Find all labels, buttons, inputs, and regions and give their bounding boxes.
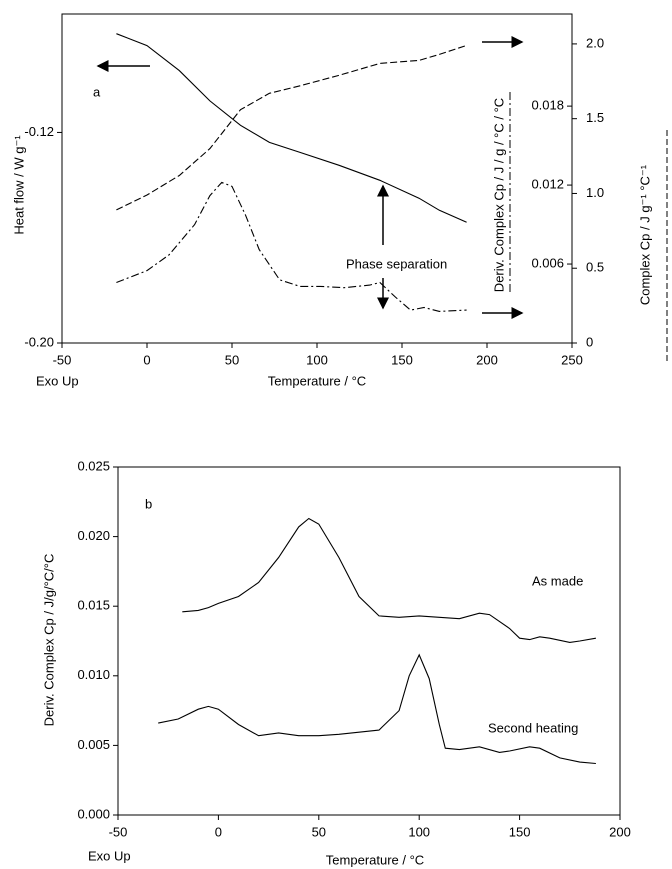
y2-axis-label: Complex Cp / J g⁻¹ °C⁻¹ xyxy=(637,164,652,305)
series-line xyxy=(182,517,596,643)
x-tick-label: 250 xyxy=(561,352,583,367)
y-tick-label: 0.005 xyxy=(77,737,110,752)
series-line xyxy=(116,181,467,312)
x-tick-label: 200 xyxy=(476,352,498,367)
x-tick-label: 200 xyxy=(609,824,631,839)
exo-note: Exo Up xyxy=(88,848,131,863)
x-tick-label: 150 xyxy=(509,824,531,839)
x-axis-label: Temperature / °C xyxy=(326,852,424,867)
series-label: Second heating xyxy=(488,720,578,735)
y3-axis-label: Deriv. Complex Cp / J / g / °C / °C xyxy=(491,98,506,292)
y2-tick-label: 2.0 xyxy=(586,35,604,50)
y3-tick-label: 0.012 xyxy=(531,177,564,192)
y2-tick-label: 0 xyxy=(586,334,593,349)
x-tick-label: 0 xyxy=(215,824,222,839)
y-tick-label: 0.020 xyxy=(77,528,110,543)
y-axis-label: Deriv. Complex Cp / J/g/°C/°C xyxy=(41,554,56,727)
panel-label: a xyxy=(93,84,101,99)
series-line xyxy=(158,653,596,765)
y2-tick-label: 1.5 xyxy=(586,110,604,125)
exo-note: Exo Up xyxy=(36,373,79,388)
plot-frame xyxy=(117,466,621,816)
x-tick-label: -50 xyxy=(53,352,72,367)
series-line xyxy=(116,33,467,223)
y-tick-label: 0.000 xyxy=(77,806,110,821)
x-tick-label: 150 xyxy=(391,352,413,367)
y-tick-label: -0.12 xyxy=(24,124,54,139)
x-tick-label: 100 xyxy=(408,824,430,839)
y-axis-label: Heat flow / W g⁻¹ xyxy=(11,135,26,235)
y-tick-label: -0.20 xyxy=(24,334,54,349)
panel-label: b xyxy=(145,496,152,511)
x-tick-label: 50 xyxy=(312,824,326,839)
x-tick-label: 100 xyxy=(306,352,328,367)
annotation: Phase separation xyxy=(346,256,447,271)
x-tick-label: 0 xyxy=(143,352,150,367)
x-axis-label: Temperature / °C xyxy=(268,373,366,388)
series-line xyxy=(116,44,467,211)
y-tick-label: 0.025 xyxy=(77,458,110,473)
x-tick-label: 50 xyxy=(225,352,239,367)
series-label: As made xyxy=(532,573,583,588)
x-tick-label: -50 xyxy=(109,824,128,839)
y-tick-label: 0.015 xyxy=(77,598,110,613)
y3-tick-label: 0.006 xyxy=(531,255,564,270)
y2-tick-label: 0.5 xyxy=(586,260,604,275)
y-tick-label: 0.010 xyxy=(77,667,110,682)
y2-tick-label: 1.0 xyxy=(586,185,604,200)
y3-tick-label: 0.018 xyxy=(531,98,564,113)
